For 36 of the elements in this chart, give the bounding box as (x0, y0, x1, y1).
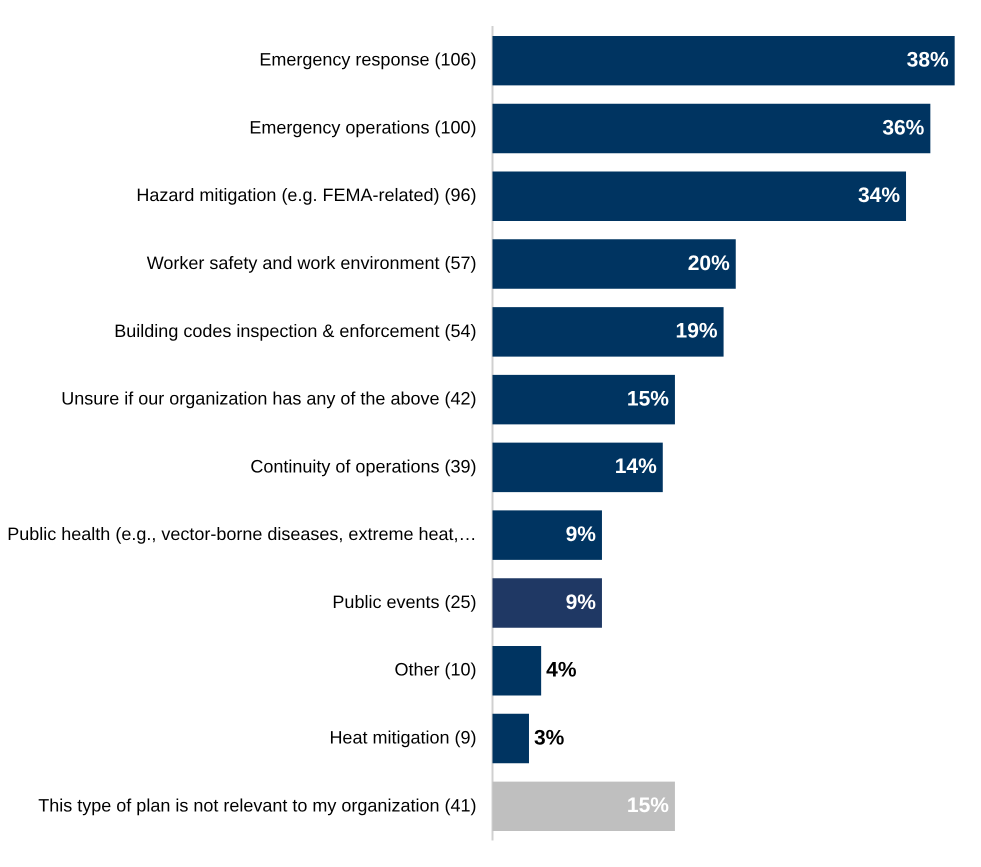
bar (492, 307, 724, 357)
y-tick-label: Building codes inspection & enforcement (54) (114, 320, 476, 341)
bar (492, 714, 529, 764)
data-label: 9% (566, 522, 596, 546)
y-tick-label: Unsure if our organization has any of the above (42) (61, 388, 476, 409)
data-label: 9% (566, 590, 596, 614)
y-tick-label: Heat mitigation (9) (329, 727, 476, 748)
bar (492, 510, 602, 560)
bar (492, 442, 663, 492)
data-label: 15% (626, 794, 670, 818)
y-tick-label: Emergency response (106) (259, 50, 476, 70)
data-label: 19% (676, 320, 718, 343)
y-tick-label: Emergency operations (100) (249, 117, 476, 138)
bar (492, 578, 602, 628)
bar (492, 782, 675, 832)
y-tick-label: Other (10) (394, 660, 476, 680)
y-tick-label: Worker safety and work environment (57) (146, 253, 476, 274)
y-tick-label: Continuity of operations (39) (250, 456, 476, 476)
data-label: 34% (858, 184, 900, 208)
bar (492, 172, 906, 221)
y-tick-label: Public health (e.g., vector-borne diseases, extreme heat,… (7, 524, 476, 544)
y-tick-label: Public events (25) (332, 592, 476, 612)
data-label: 20% (688, 252, 730, 275)
data-label: 38% (906, 48, 949, 72)
data-label: 4% (546, 658, 577, 682)
data-label: 14% (614, 455, 658, 478)
data-label: 15% (626, 387, 670, 410)
bar (492, 239, 736, 289)
y-tick-label: This type of plan is not relevant to my organization (41) (38, 795, 476, 816)
bar (492, 104, 930, 154)
data-label: 36% (882, 116, 925, 140)
bar (492, 374, 675, 424)
data-label: 3% (534, 726, 565, 750)
bar (492, 646, 542, 696)
y-tick-label: Hazard mitigation (e.g. FEMA-related) (96) (136, 185, 476, 206)
bar (492, 36, 955, 86)
